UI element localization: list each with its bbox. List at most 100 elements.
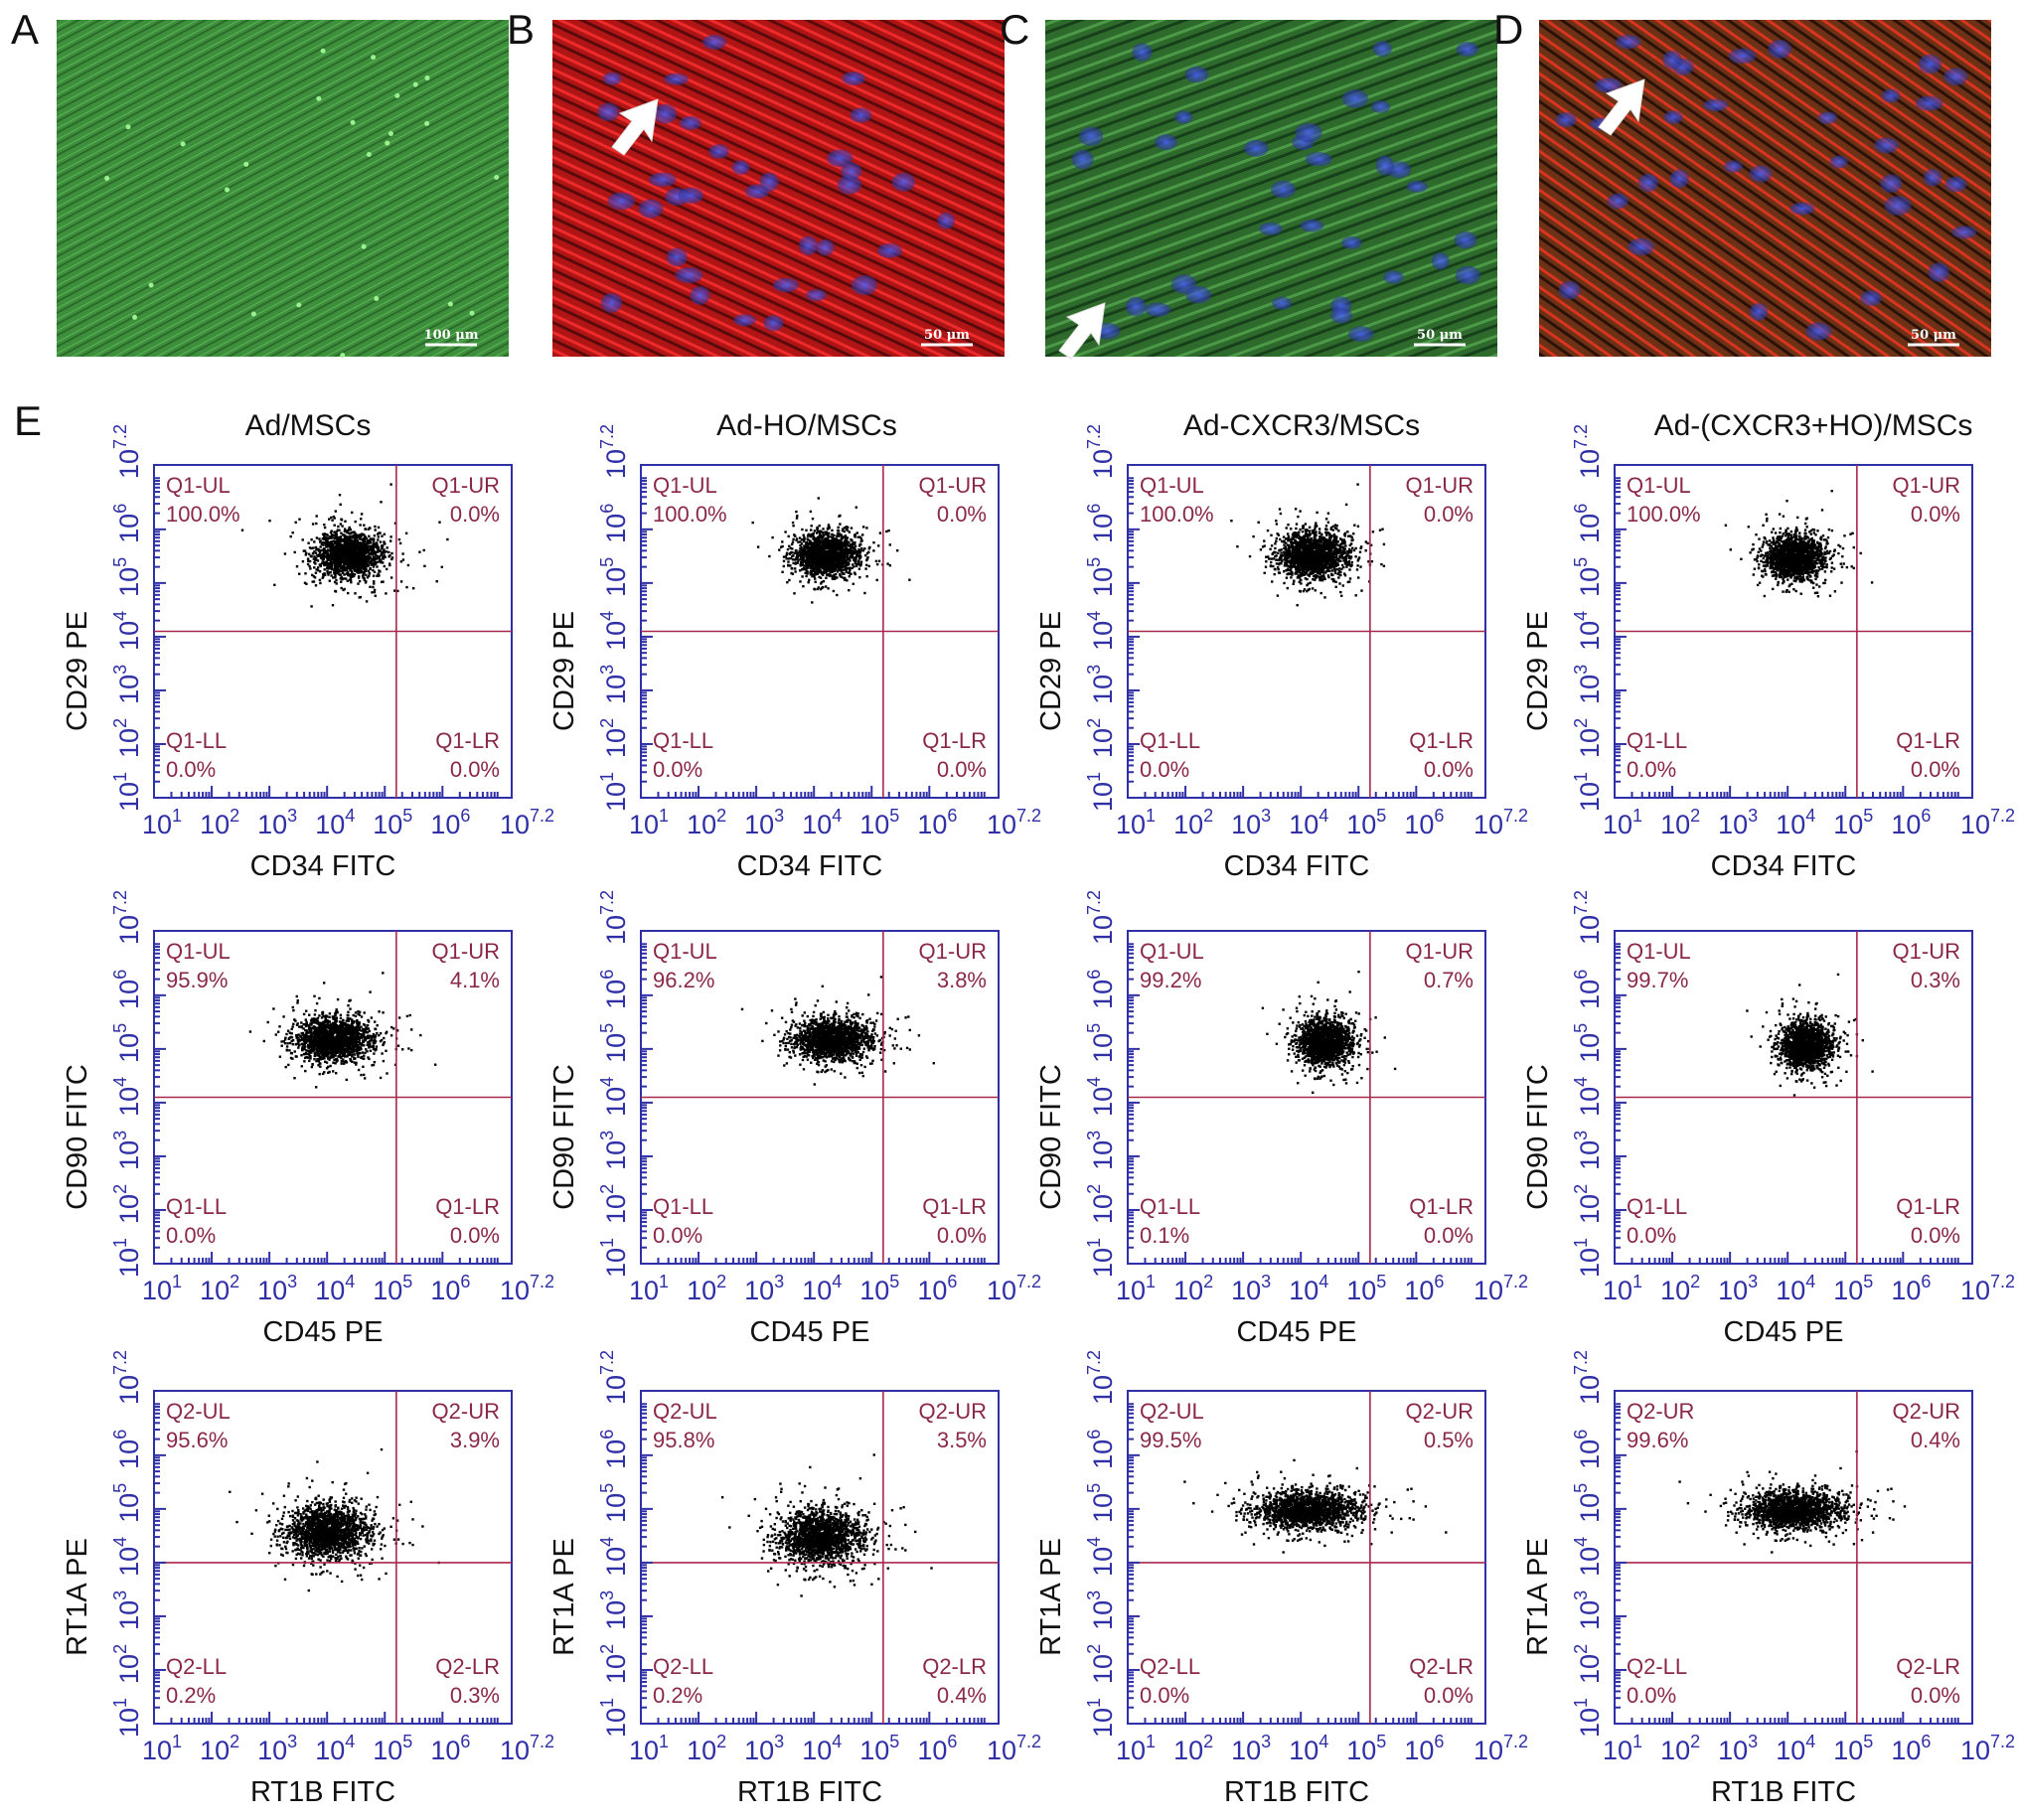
event-dot xyxy=(817,497,820,500)
event-dot xyxy=(347,536,350,539)
event-dot xyxy=(345,559,348,563)
event-dot xyxy=(1346,531,1349,533)
event-dot xyxy=(826,532,829,536)
event-dot xyxy=(393,522,397,525)
event-dot xyxy=(344,567,347,570)
event-dot xyxy=(822,531,825,534)
event-dot xyxy=(435,580,438,583)
event-dot xyxy=(1280,551,1283,554)
event-dot xyxy=(811,518,815,521)
cell-spot xyxy=(350,119,356,125)
event-dot xyxy=(385,550,388,553)
event-dot xyxy=(810,534,813,537)
event-dot xyxy=(347,553,350,556)
event-dot xyxy=(342,556,345,559)
event-dot xyxy=(802,563,805,567)
quadrant-name: Q1-UR xyxy=(432,473,500,498)
event-dot xyxy=(328,535,331,538)
event-dot xyxy=(1359,565,1362,568)
event-dot xyxy=(826,534,830,537)
event-dot xyxy=(810,532,813,536)
event-dot xyxy=(308,546,312,549)
event-dot xyxy=(824,571,828,574)
event-dot xyxy=(819,531,823,533)
event-dot xyxy=(385,592,388,595)
event-dot xyxy=(334,545,337,549)
event-dot xyxy=(1287,543,1291,547)
event-dot xyxy=(877,559,881,562)
event-dot xyxy=(335,565,339,568)
event-dot xyxy=(348,551,351,554)
event-dot xyxy=(814,580,817,583)
cell-nucleus xyxy=(1749,165,1773,183)
panel-label-e: E xyxy=(14,397,42,444)
event-dot xyxy=(841,568,844,571)
cell-nucleus xyxy=(805,289,828,302)
cell-nucleus xyxy=(841,162,862,181)
event-dot xyxy=(1340,538,1343,541)
event-dot xyxy=(355,559,359,562)
event-dot xyxy=(368,534,371,537)
event-dot xyxy=(363,538,367,542)
cell-nucleus xyxy=(1768,39,1791,59)
event-dot xyxy=(312,580,316,583)
event-dot xyxy=(806,570,809,573)
event-dot xyxy=(322,543,325,546)
event-dot xyxy=(784,531,787,533)
event-dot xyxy=(348,526,351,530)
event-dot xyxy=(1290,528,1293,531)
event-dot xyxy=(368,574,371,578)
event-dot xyxy=(360,534,363,537)
cell-nucleus xyxy=(1749,303,1769,321)
cell-nucleus xyxy=(1615,34,1641,50)
cell-spot xyxy=(125,124,131,130)
event-dot xyxy=(301,560,305,563)
event-dot xyxy=(1281,559,1284,562)
event-dot xyxy=(340,586,343,590)
event-dot xyxy=(1355,568,1359,571)
event-dot xyxy=(847,548,850,551)
y-tick-label: 101 xyxy=(597,772,631,812)
event-dot xyxy=(853,565,855,568)
event-dot xyxy=(853,571,856,574)
event-dot xyxy=(310,605,313,608)
micrograph-c: C50 μm xyxy=(1000,6,1497,360)
event-dot xyxy=(364,565,367,568)
event-dot xyxy=(756,545,760,548)
event-dot xyxy=(835,549,838,552)
cell-nucleus xyxy=(602,72,622,85)
event-dot xyxy=(315,548,318,551)
event-dot xyxy=(354,554,357,557)
event-dot xyxy=(1284,558,1288,562)
event-dot xyxy=(848,540,851,544)
event-dot xyxy=(833,533,836,537)
cell-nucleus xyxy=(837,175,862,195)
event-dot xyxy=(372,568,375,572)
event-dot xyxy=(341,550,345,553)
event-dot xyxy=(359,571,362,574)
event-dot xyxy=(401,558,405,561)
event-dot xyxy=(1287,568,1291,572)
event-dot xyxy=(805,529,808,531)
event-dot xyxy=(1276,594,1280,597)
event-dot xyxy=(1274,551,1277,554)
event-dot xyxy=(349,573,352,576)
event-dot xyxy=(377,535,380,538)
event-dot xyxy=(805,542,808,546)
cell-nucleus xyxy=(1370,100,1391,113)
event-dot xyxy=(1285,568,1288,572)
event-dot xyxy=(384,555,387,558)
event-dot xyxy=(328,565,331,569)
event-dot xyxy=(335,555,338,558)
event-dot xyxy=(799,580,802,583)
event-dot xyxy=(806,549,809,552)
event-dot xyxy=(354,592,357,595)
event-dot xyxy=(367,544,370,547)
cell-spot xyxy=(424,76,430,81)
event-dot xyxy=(336,545,340,549)
event-dot xyxy=(888,543,891,546)
event-dot xyxy=(798,536,802,539)
event-dot xyxy=(381,544,384,547)
event-dot xyxy=(331,535,334,538)
event-dot xyxy=(1370,560,1374,563)
